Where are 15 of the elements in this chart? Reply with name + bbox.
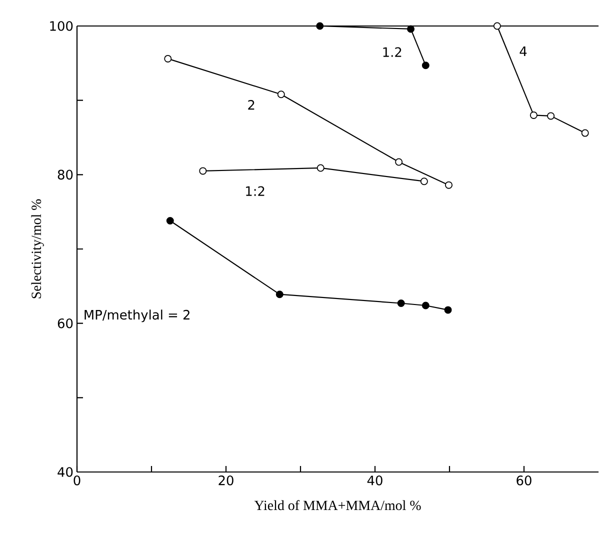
y-axis-title: Selectivity/mol %	[31, 199, 44, 298]
annotation: 4	[520, 46, 527, 56]
annotation: MP/methylal = 2	[84, 310, 190, 322]
x-tick-label: 20	[218, 476, 234, 486]
y-tick-label: 80	[58, 170, 73, 180]
y-tick-label: 100	[50, 21, 73, 31]
x-tick-label: 40	[367, 476, 382, 486]
y-tick-label: 60	[58, 318, 73, 328]
annotation: 1:2	[246, 186, 264, 196]
x-axis-title: Yield of MMA+MMA/mol %	[254, 500, 421, 510]
annotation: 1.2	[383, 47, 402, 57]
x-tick-label: 0	[74, 476, 80, 486]
x-tick-label: 60	[516, 476, 532, 486]
y-tick-label: 40	[58, 467, 73, 477]
annotation: 2	[248, 100, 254, 110]
